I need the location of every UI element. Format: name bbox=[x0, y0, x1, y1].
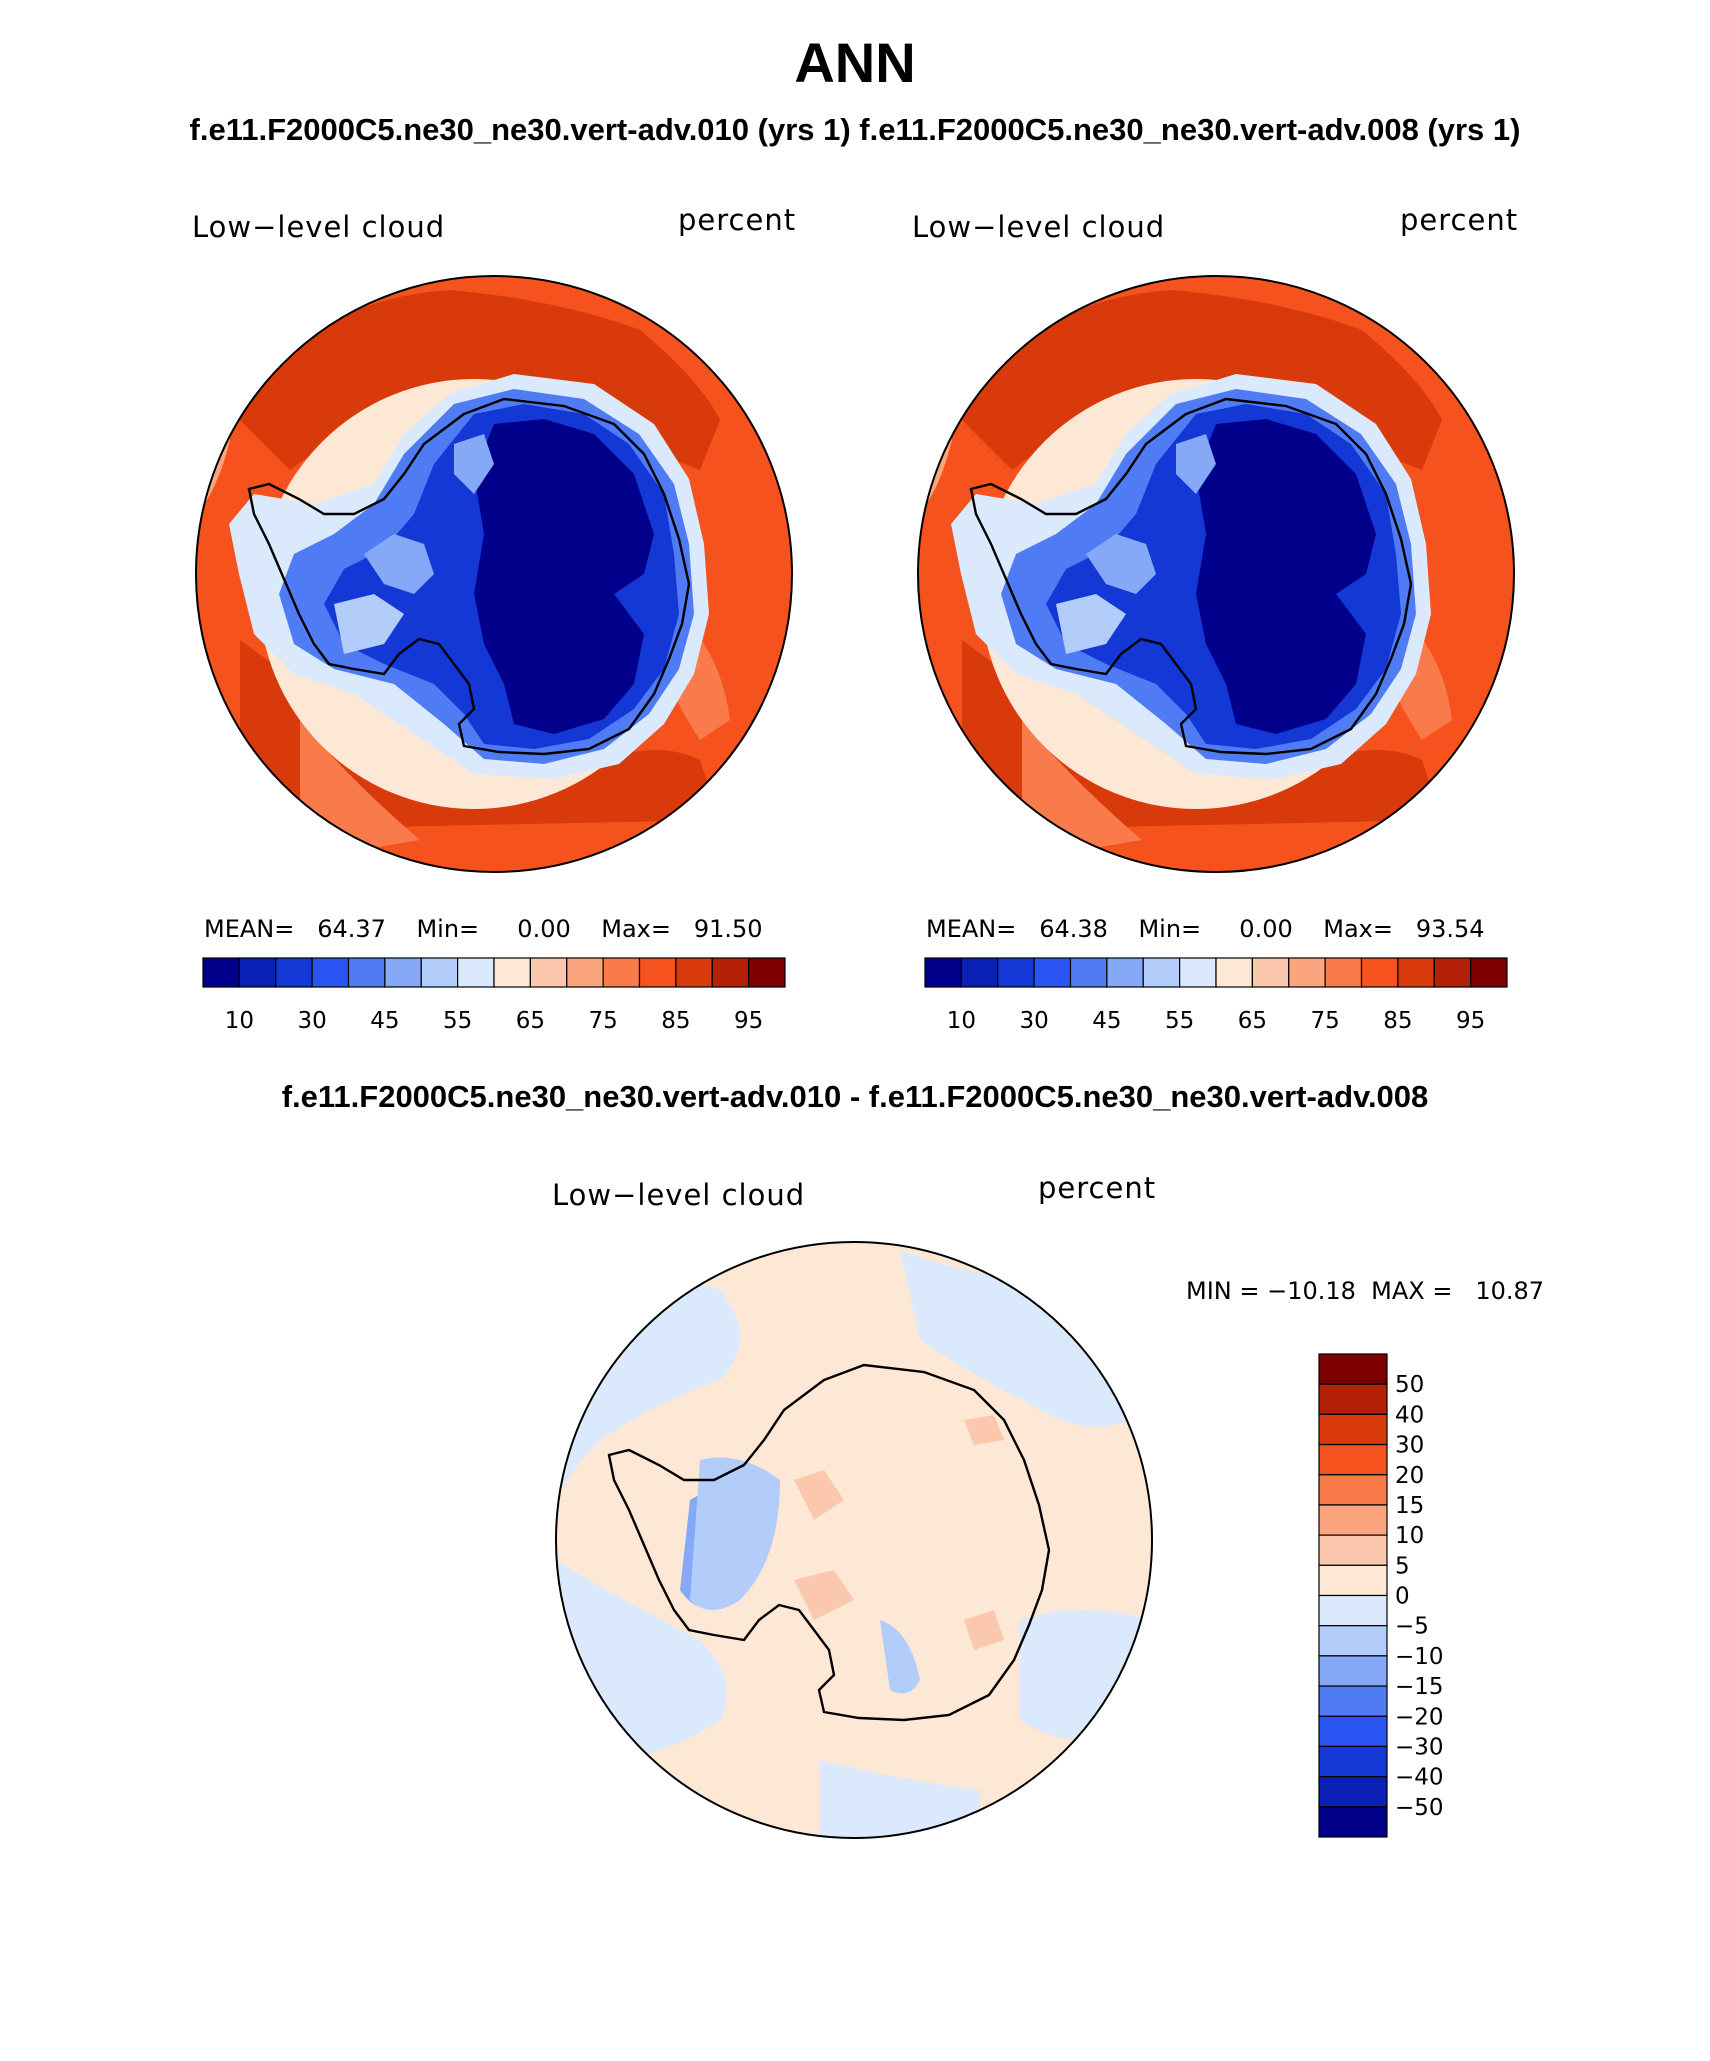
panel1-map bbox=[195, 275, 793, 873]
panel3-colorbar-swatch-6 bbox=[1318, 1534, 1388, 1566]
panel2-colorbar-tick-label: 75 bbox=[1310, 1008, 1339, 1034]
figure-title: ANN bbox=[794, 31, 916, 94]
panel3-colorbar-tick-label: −40 bbox=[1395, 1765, 1444, 1791]
panel1-colorbar-swatch-4 bbox=[347, 957, 386, 988]
panel2-map bbox=[917, 275, 1515, 873]
panel2-colorbar-swatch-8 bbox=[1215, 957, 1253, 988]
panel3-colorbar-tick-label: 5 bbox=[1395, 1553, 1410, 1579]
panel2-colorbar-tick-label: 30 bbox=[1019, 1008, 1048, 1034]
panel2-colorbar-swatch-12 bbox=[1360, 957, 1399, 988]
panel3-colorbar-tick-label: −10 bbox=[1395, 1644, 1444, 1670]
panel3-colorbar-tick-label: −30 bbox=[1395, 1734, 1444, 1760]
panel3-colorbar-tick-label: 10 bbox=[1395, 1523, 1424, 1549]
panel2-colorbar-tick-label: 95 bbox=[1456, 1008, 1485, 1034]
panel2-colorbar-tick-label: 85 bbox=[1383, 1008, 1412, 1034]
panel3-variable-label: Low−level cloud bbox=[552, 1178, 806, 1212]
panel2-colorbar-swatch-6 bbox=[1142, 957, 1181, 988]
panel1-stats: MEAN= 64.37 Min= 0.00 Max= 91.50 bbox=[204, 915, 763, 943]
panel2-colorbar-swatch-3 bbox=[1033, 957, 1072, 988]
panel2-colorbar-swatch-13 bbox=[1397, 957, 1435, 988]
difference-subtitle: f.e11.F2000C5.ne30_ne30.vert-adv.010 - f… bbox=[281, 1079, 1429, 1114]
panel3-colorbar-swatch-15 bbox=[1318, 1806, 1388, 1838]
panel3-colorbar-swatch-14 bbox=[1318, 1776, 1388, 1808]
panel1-colorbar-swatch-7 bbox=[457, 957, 495, 988]
panel1-colorbar-tick-label: 65 bbox=[516, 1008, 545, 1034]
panel1-colorbar-tick-label: 95 bbox=[734, 1008, 763, 1034]
panel1-colorbar-swatch-13 bbox=[675, 957, 713, 988]
panel2-units-label: percent bbox=[1400, 203, 1519, 237]
panel1-colorbar-swatch-12 bbox=[638, 957, 677, 988]
panel3-colorbar-swatch-2 bbox=[1318, 1413, 1388, 1446]
panel1-colorbar: 10 30 45 55 65 75 85 95 bbox=[202, 957, 786, 1034]
panel1-colorbar-swatch-1 bbox=[238, 957, 277, 988]
panel1-units-label: percent bbox=[678, 203, 797, 237]
panel1-colorbar-swatch-14 bbox=[711, 957, 750, 988]
panel3-colorbar-tick-label: −20 bbox=[1395, 1704, 1444, 1730]
panel3-colorbar-swatch-7 bbox=[1318, 1564, 1388, 1597]
panel3-colorbar-swatch-8 bbox=[1318, 1594, 1388, 1627]
panel1-colorbar-swatch-10 bbox=[566, 957, 604, 988]
panel3-colorbar-swatch-5 bbox=[1318, 1504, 1388, 1536]
panel2-colorbar-tick-label: 55 bbox=[1165, 1008, 1194, 1034]
panel1-colorbar-swatch-5 bbox=[384, 957, 422, 988]
panel3-colorbar-tick-label: −5 bbox=[1395, 1614, 1429, 1640]
panel2-colorbar-tick-label: 10 bbox=[947, 1008, 976, 1034]
panel1-colorbar-swatch-2 bbox=[275, 957, 313, 988]
panel3-colorbar-swatch-11 bbox=[1318, 1685, 1388, 1717]
panel2-variable-label: Low−level cloud bbox=[912, 210, 1166, 244]
panel3-colorbar-swatch-10 bbox=[1318, 1655, 1388, 1687]
panel2-colorbar-swatch-5 bbox=[1106, 957, 1144, 988]
panel3-colorbar-swatch-12 bbox=[1318, 1715, 1388, 1748]
panel2-colorbar-swatch-10 bbox=[1288, 957, 1326, 988]
panel3-colorbar-swatch-4 bbox=[1318, 1474, 1388, 1506]
panel1-colorbar-swatch-9 bbox=[529, 957, 568, 988]
panel1-colorbar-tick-label: 30 bbox=[297, 1008, 326, 1034]
panel3-colorbar-tick-label: 40 bbox=[1395, 1402, 1424, 1428]
panel2-colorbar-swatch-2 bbox=[997, 957, 1035, 988]
panel1-colorbar-tick-label: 45 bbox=[370, 1008, 399, 1034]
panel1-colorbar-tick-label: 75 bbox=[588, 1008, 617, 1034]
panel2-colorbar-swatch-14 bbox=[1433, 957, 1472, 988]
panel1-colorbar-swatch-0 bbox=[202, 957, 240, 988]
panel2-colorbar-swatch-9 bbox=[1251, 957, 1290, 988]
panel1-colorbar-swatch-11 bbox=[602, 957, 641, 988]
panel3-colorbar-swatch-0 bbox=[1318, 1353, 1388, 1385]
top-row-subtitle: f.e11.F2000C5.ne30_ne30.vert-adv.010 (yr… bbox=[189, 112, 1521, 147]
panel2-colorbar-swatch-1 bbox=[960, 957, 999, 988]
panel3-colorbar-tick-label: 0 bbox=[1395, 1584, 1410, 1610]
panel2-colorbar-tick-label: 45 bbox=[1092, 1008, 1121, 1034]
panel3-colorbar-tick-label: 30 bbox=[1395, 1433, 1424, 1459]
panel1-colorbar-tick-label: 85 bbox=[661, 1008, 690, 1034]
panel3-colorbar-tick-label: 15 bbox=[1395, 1493, 1424, 1519]
panel3-colorbar-tick-label: 50 bbox=[1395, 1372, 1424, 1398]
panel2-colorbar-swatch-0 bbox=[924, 957, 962, 988]
panel2-colorbar-swatch-11 bbox=[1324, 957, 1363, 988]
panel3-map bbox=[555, 1241, 1153, 1839]
panel1-colorbar-swatch-3 bbox=[311, 957, 350, 988]
panel2-colorbar-swatch-4 bbox=[1069, 957, 1108, 988]
panel2-colorbar-swatch-7 bbox=[1179, 957, 1217, 988]
panel2-colorbar-tick-label: 65 bbox=[1238, 1008, 1267, 1034]
panel1-colorbar-swatch-6 bbox=[420, 957, 459, 988]
panel1-colorbar-swatch-8 bbox=[493, 957, 531, 988]
panel3-colorbar-tick-label: −15 bbox=[1395, 1674, 1444, 1700]
panel3-units-label: percent bbox=[1038, 1171, 1157, 1205]
panel2-colorbar-swatch-15 bbox=[1470, 957, 1508, 988]
panel1-colorbar-tick-label: 10 bbox=[225, 1008, 254, 1034]
panel3-colorbar-swatch-9 bbox=[1318, 1625, 1388, 1657]
panel2-colorbar: 10 30 45 55 65 75 85 95 bbox=[924, 957, 1508, 1034]
panel3-colorbar-tick-label: 20 bbox=[1395, 1463, 1424, 1489]
panel1-colorbar-swatch-15 bbox=[748, 957, 786, 988]
panel3-colorbar-tick-label: −50 bbox=[1395, 1795, 1444, 1821]
panel1-variable-label: Low−level cloud bbox=[192, 210, 446, 244]
panel1-colorbar-tick-label: 55 bbox=[443, 1008, 472, 1034]
panel3-stats: MIN = −10.18 MAX = 10.87 bbox=[1186, 1277, 1545, 1305]
panel3-colorbar-swatch-3 bbox=[1318, 1443, 1388, 1476]
panel2-stats: MEAN= 64.38 Min= 0.00 Max= 93.54 bbox=[926, 915, 1485, 943]
panel3-colorbar-swatch-1 bbox=[1318, 1383, 1388, 1415]
panel3-colorbar-swatch-13 bbox=[1318, 1745, 1388, 1778]
